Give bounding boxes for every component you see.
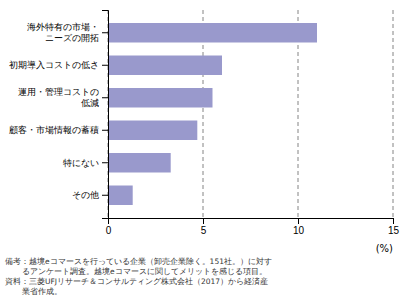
y-tick-label: 運用・管理コストの低減	[18, 87, 99, 107]
x-tick-label: 15	[388, 225, 400, 236]
y-tick-mark	[102, 162, 108, 163]
note: るアンケート調査。越境eコマースに関してメリットを感じる項目。	[22, 267, 267, 276]
x-tick-mark	[203, 218, 204, 224]
y-tick: 海外特有の市場・ニーズの開拓	[27, 22, 108, 42]
grid-line	[393, 10, 394, 218]
y-tick: 運用・管理コストの低減	[18, 87, 108, 107]
y-tick-label-line: 特にない	[63, 158, 99, 168]
bar	[108, 56, 222, 76]
y-tick: その他	[72, 190, 108, 200]
x-tick: 0	[106, 218, 112, 236]
note: 業省作成。	[22, 287, 62, 296]
note: 資料：三菱UFJリサーチ＆コンサルティング株式会社（2017）から経済産	[5, 277, 268, 286]
x-tick-label: 5	[201, 225, 207, 236]
y-tick-label-line: 顧客・市場情報の蓄積	[9, 125, 99, 135]
bar	[108, 121, 197, 141]
y-tick-mark	[102, 65, 108, 66]
y-tick-mark	[102, 130, 108, 131]
x-tick-mark	[393, 218, 394, 224]
x-axis-label: (%)	[376, 243, 393, 254]
y-tick: 顧客・市場情報の蓄積	[9, 125, 108, 135]
chart-container: 0 5 10 15 海外特有の市場・ニーズの開拓初期導入コストの低さ運用・管理コストの低…	[0, 0, 415, 298]
y-tick-label-line: 初期導入コストの低さ	[9, 60, 99, 70]
y-tick-label: その他	[72, 190, 99, 200]
x-tick: 5	[201, 218, 207, 236]
x-tick-mark	[298, 218, 299, 224]
y-tick-label-line: 運用・管理コストの	[18, 87, 99, 97]
y-tick-mark	[102, 32, 108, 33]
y-tick-label: 顧客・市場情報の蓄積	[9, 125, 99, 135]
y-tick-label: 海外特有の市場・ニーズの開拓	[27, 22, 99, 42]
plot: 0 5 10 15 海外特有の市場・ニーズの開拓初期導入コストの低さ運用・管理コストの低…	[9, 10, 399, 254]
y-tick-label-line: その他	[72, 190, 99, 200]
bar	[108, 23, 317, 43]
y-tick-mark	[102, 97, 108, 98]
bar	[108, 186, 133, 206]
y-tick-mark	[102, 195, 108, 196]
y-tick: 初期導入コストの低さ	[9, 60, 108, 70]
y-tick-label-line: ニーズの開拓	[45, 33, 99, 43]
x-tick-label: 10	[293, 225, 305, 236]
x-axis: 0 5 10 15	[106, 218, 400, 236]
notes: 備考：越境eコマースを行っている企業（卸売企業除く。151社。）に対するアンケー…	[5, 257, 272, 296]
y-tick-label-line: 海外特有の市場・	[27, 22, 99, 32]
y-tick-label: 特にない	[63, 158, 99, 168]
x-tick: 10	[293, 218, 305, 236]
grid	[108, 10, 393, 218]
y-tick-label-line: 低減	[81, 98, 99, 108]
note: 備考：越境eコマースを行っている企業（卸売企業除く。151社。）に対す	[5, 257, 272, 266]
x-tick: 15	[388, 218, 400, 236]
chart-svg: 0 5 10 15 海外特有の市場・ニーズの開拓初期導入コストの低さ運用・管理コストの低…	[0, 0, 415, 298]
y-axis-line	[102, 11, 109, 219]
x-axis-line	[109, 219, 394, 225]
y-axis: 海外特有の市場・ニーズの開拓初期導入コストの低さ運用・管理コストの低減顧客・市場…	[9, 11, 109, 219]
bars	[108, 23, 317, 205]
bar	[108, 153, 171, 173]
y-tick: 特にない	[63, 158, 108, 168]
y-tick-label: 初期導入コストの低さ	[9, 60, 99, 70]
bar	[108, 88, 213, 108]
x-tick-label: 0	[106, 225, 112, 236]
